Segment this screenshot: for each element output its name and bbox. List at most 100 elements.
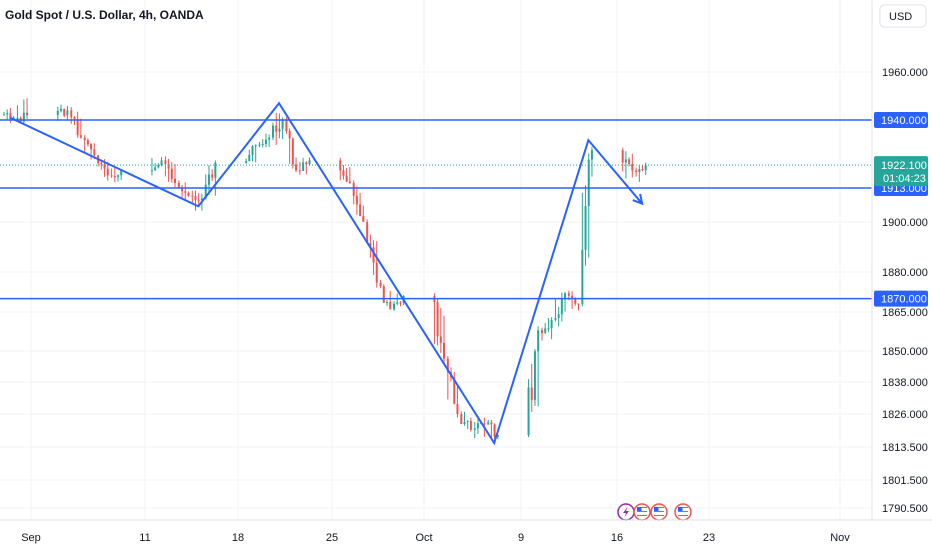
time-tick-label: 23 [703,532,715,544]
candle [547,317,550,333]
candle [554,299,557,322]
price-tick-label: 1850.000 [882,346,928,358]
candle [308,157,311,166]
economic-events[interactable] [617,503,692,521]
candle [288,128,291,164]
candle [110,168,113,178]
candle [375,241,378,288]
zigzag-arrow-head [632,193,644,206]
level-price-badge: 1870.000 [874,290,928,307]
candle [366,219,369,244]
candle [393,301,396,312]
candle [100,160,103,170]
time-tick-label: 11 [139,532,150,544]
price-tick-label: 1865.000 [882,307,928,319]
candle [362,205,365,223]
candle [342,165,345,180]
time-scale[interactable]: Sep 11 18 25 Oct 9 16 23 Nov [21,532,850,544]
candle [628,157,631,167]
candle [490,419,493,440]
candle [117,174,119,182]
us-flag-event-icon[interactable] [674,503,692,521]
candle [348,166,351,184]
candle [463,411,466,426]
candle [453,371,456,405]
candle [379,279,382,289]
candle [174,163,176,188]
candle [154,163,157,171]
time-tick-label: Oct [415,532,432,544]
candle [564,292,567,312]
us-flag-event-icon[interactable] [650,503,668,521]
candle [56,106,59,121]
price-tick-label: 1960.000 [882,67,928,79]
candle [258,142,261,148]
candle [302,157,305,171]
currency-label[interactable]: USD [889,11,912,23]
svg-text:1870.000: 1870.000 [881,294,927,306]
candle [372,240,375,275]
candle [584,185,587,266]
candle [386,300,388,307]
candle [631,153,634,178]
currency-selector[interactable]: USD [879,4,927,28]
candle [60,104,62,113]
candle [164,156,167,177]
candle [439,307,442,353]
candle [443,315,445,364]
candle [436,298,439,346]
candle [281,117,284,140]
price-tick-label: 1790.500 [882,503,928,515]
candle [261,139,264,148]
zigzag-line[interactable] [9,101,643,446]
candle [359,192,362,217]
candle [278,113,281,139]
candle [211,169,214,181]
candle [76,111,79,138]
time-tick-label: Sep [21,532,41,544]
candle [9,108,12,124]
candle [191,190,194,204]
lightning-event-icon[interactable] [617,503,635,521]
candle [268,134,271,147]
candle [473,421,476,439]
candle [264,133,267,148]
candle [533,349,536,407]
time-tick-label: 9 [518,532,524,544]
candle [251,145,254,162]
candle [177,180,180,189]
candle [3,111,5,116]
candle [254,144,257,163]
candle [16,105,19,121]
candle [245,158,248,164]
candle [66,105,69,120]
candle [160,156,163,167]
candle [291,137,294,169]
candle [6,109,9,120]
candle [544,323,547,335]
time-tick-label: Nov [830,532,850,544]
candle [120,169,123,180]
price-scale[interactable]: 1960.000 1900.000 1880.000 1865.000 1850.000… [882,67,928,515]
candle [550,317,553,340]
price-tick-label: 1900.000 [882,217,928,229]
candle [587,153,590,258]
svg-text:1940.000: 1940.000 [881,115,927,127]
candle [581,192,584,307]
candle [571,291,574,310]
candle [181,184,184,199]
us-flag-event-icon[interactable] [633,503,651,521]
level-price-badge: 1940.000 [874,112,928,128]
candle [641,164,644,172]
candle [167,158,170,182]
candle [635,167,638,177]
price-tick-label: 1813.500 [882,442,928,454]
time-tick-label: 18 [232,532,244,544]
candle [187,191,190,197]
candle [79,118,82,139]
candle [70,107,73,124]
bar-countdown: 01:04:23 [883,173,926,185]
candle [194,190,197,211]
candle [466,420,469,430]
